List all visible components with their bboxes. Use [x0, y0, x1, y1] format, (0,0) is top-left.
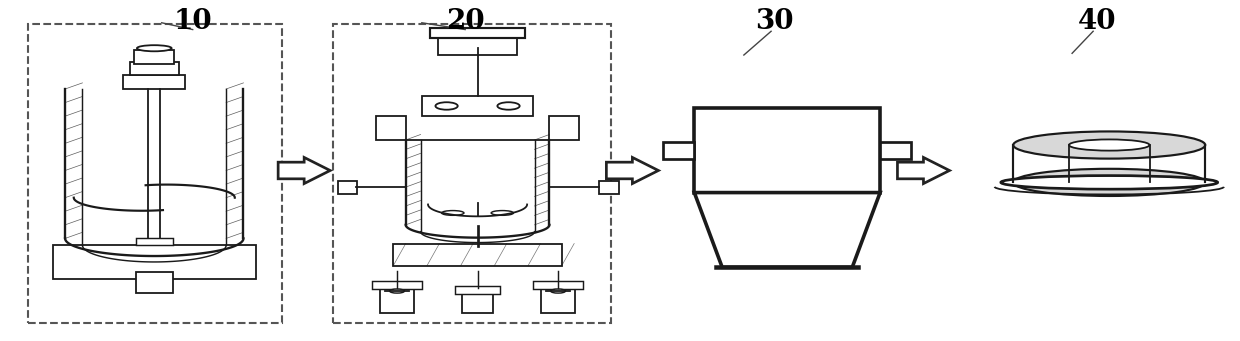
Polygon shape [278, 158, 330, 183]
Bar [332, 25, 611, 323]
Bar [376, 116, 405, 140]
Ellipse shape [435, 102, 458, 110]
Bar [123, 75, 185, 89]
Bar [549, 116, 579, 140]
Bar [422, 96, 533, 116]
Ellipse shape [1001, 176, 1218, 189]
Bar [438, 35, 517, 55]
Bar [135, 272, 172, 293]
Bar [135, 238, 172, 245]
Bar [379, 290, 414, 313]
Ellipse shape [1069, 139, 1149, 151]
Bar [29, 25, 281, 323]
Polygon shape [694, 193, 880, 267]
Bar [663, 142, 694, 159]
Ellipse shape [1013, 169, 1205, 196]
Bar [694, 108, 880, 193]
Ellipse shape [491, 211, 513, 215]
Polygon shape [898, 158, 950, 183]
Bar [533, 281, 583, 290]
Bar [599, 181, 619, 194]
Bar [463, 295, 494, 313]
Text: 20: 20 [446, 8, 485, 34]
Bar [134, 50, 174, 63]
Bar [129, 62, 179, 75]
Bar [53, 245, 255, 279]
Ellipse shape [136, 45, 171, 51]
Bar [455, 286, 501, 295]
Ellipse shape [497, 102, 520, 110]
Text: 10: 10 [174, 8, 212, 34]
Ellipse shape [551, 289, 565, 293]
Bar [880, 142, 911, 159]
Bar [372, 281, 422, 290]
Polygon shape [606, 158, 658, 183]
Bar [541, 290, 575, 313]
Bar [393, 243, 562, 266]
Bar [430, 28, 525, 38]
Text: 40: 40 [1078, 8, 1116, 34]
Text: 30: 30 [755, 8, 794, 34]
Ellipse shape [389, 289, 404, 293]
Ellipse shape [441, 211, 464, 215]
Ellipse shape [1013, 131, 1205, 159]
Bar [337, 181, 357, 194]
